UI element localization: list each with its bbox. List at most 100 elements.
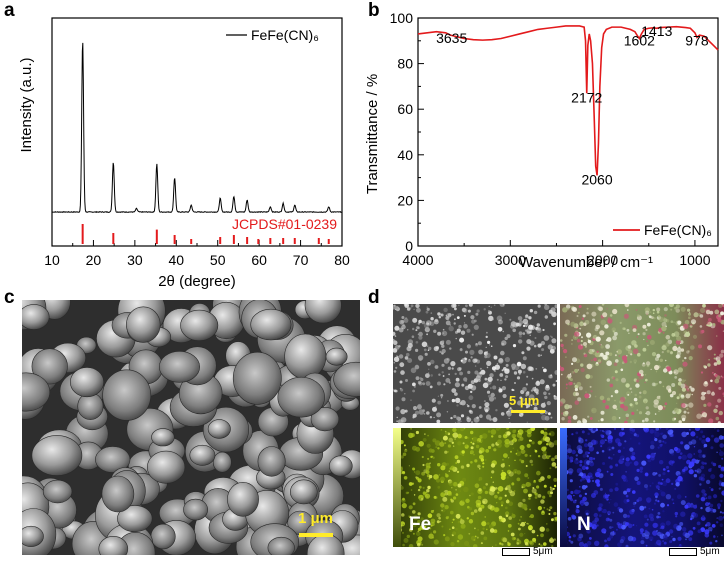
map-speckle [502, 304, 505, 306]
map-speckle [591, 318, 596, 322]
map-speckle [664, 359, 667, 362]
map-speckle [425, 326, 430, 331]
map-speckle [579, 460, 583, 464]
map-speckle [510, 450, 512, 453]
map-speckle [586, 529, 591, 534]
map-speckle [517, 429, 524, 435]
map-speckle [510, 324, 515, 329]
map-speckle [477, 495, 482, 500]
map-speckle [598, 514, 602, 517]
map-speckle [537, 506, 542, 511]
map-speckle [584, 492, 588, 496]
map-speckle [722, 392, 724, 396]
map-speckle [393, 338, 395, 342]
map-speckle [711, 524, 716, 528]
map-speckle [639, 391, 642, 394]
map-speckle [651, 316, 654, 319]
map-speckle [597, 359, 602, 363]
map-speckle [703, 443, 708, 448]
map-speckle [476, 309, 480, 313]
map-speckle [655, 495, 658, 499]
map-speckle [654, 364, 660, 371]
map-speckle [460, 330, 466, 335]
map-speckle [425, 310, 429, 314]
map-speckle [658, 316, 664, 322]
map-speckle [525, 402, 527, 404]
map-speckle [484, 377, 488, 381]
map-speckle [520, 522, 526, 527]
map-speckle [666, 531, 670, 535]
map-speckle [422, 438, 427, 442]
map-speckle [610, 498, 612, 501]
map-speckle [479, 371, 482, 375]
map-speckle [689, 463, 692, 467]
map-speckle [487, 394, 491, 398]
sem-particle [232, 351, 282, 405]
map-speckle [659, 428, 662, 430]
map-speckle [440, 503, 445, 508]
map-speckle [484, 490, 489, 495]
map-speckle [676, 351, 682, 356]
map-speckle [582, 496, 587, 501]
map-speckle [601, 528, 607, 534]
map-speckle [666, 349, 670, 353]
map-speckle [501, 543, 504, 546]
map-speckle [657, 446, 660, 449]
map-speckle [654, 542, 659, 546]
map-speckle [671, 498, 674, 501]
map-speckle [592, 337, 596, 341]
map-speckle [540, 402, 546, 408]
map-speckle [508, 484, 511, 487]
map-speckle [512, 344, 517, 348]
map-speckle [513, 537, 517, 540]
map-speckle [702, 515, 705, 518]
map-speckle [635, 383, 640, 388]
map-speckle [590, 439, 597, 446]
map-speckle [671, 452, 674, 456]
map-speckle [393, 331, 396, 336]
map-speckle [614, 487, 619, 492]
map-speckle [587, 522, 593, 528]
map-speckle [604, 492, 607, 494]
map-speckle [688, 469, 694, 475]
map-speckle [612, 511, 615, 514]
map-speckle [710, 379, 713, 383]
map-speckle [543, 446, 547, 450]
map-speckle [437, 395, 439, 397]
map-speckle [646, 322, 651, 327]
sem-particle [22, 372, 51, 412]
map-speckle [634, 501, 637, 504]
map-speckle [422, 486, 425, 489]
map-speckle [471, 438, 474, 440]
map-speckle [482, 462, 485, 465]
map-speckle [436, 513, 441, 518]
map-speckle [693, 312, 699, 318]
map-speckle [611, 327, 616, 332]
map-speckle [415, 446, 421, 452]
map-speckle [602, 462, 606, 465]
map-speckle [475, 417, 480, 423]
map-speckle [720, 349, 724, 354]
map-speckle [600, 503, 604, 507]
map-speckle [713, 353, 716, 356]
map-speckle [661, 325, 667, 332]
map-speckle [443, 358, 450, 364]
map-speckle [425, 491, 428, 494]
map-speckle [603, 531, 606, 534]
map-speckle [631, 411, 635, 415]
map-speckle [401, 503, 407, 509]
map-speckle [595, 324, 600, 330]
map-speckle [659, 460, 664, 465]
map-speckle [456, 470, 460, 474]
map-speckle [659, 358, 663, 362]
map-speckle [721, 457, 724, 460]
map-speckle [512, 429, 516, 434]
map-speckle [662, 510, 665, 513]
map-speckle [688, 402, 694, 408]
map-speckle [701, 461, 704, 465]
map-speckle [674, 376, 678, 379]
map-speckle [444, 505, 449, 510]
map-speckle [470, 446, 474, 450]
map-speckle [604, 494, 609, 499]
map-speckle [471, 333, 474, 336]
